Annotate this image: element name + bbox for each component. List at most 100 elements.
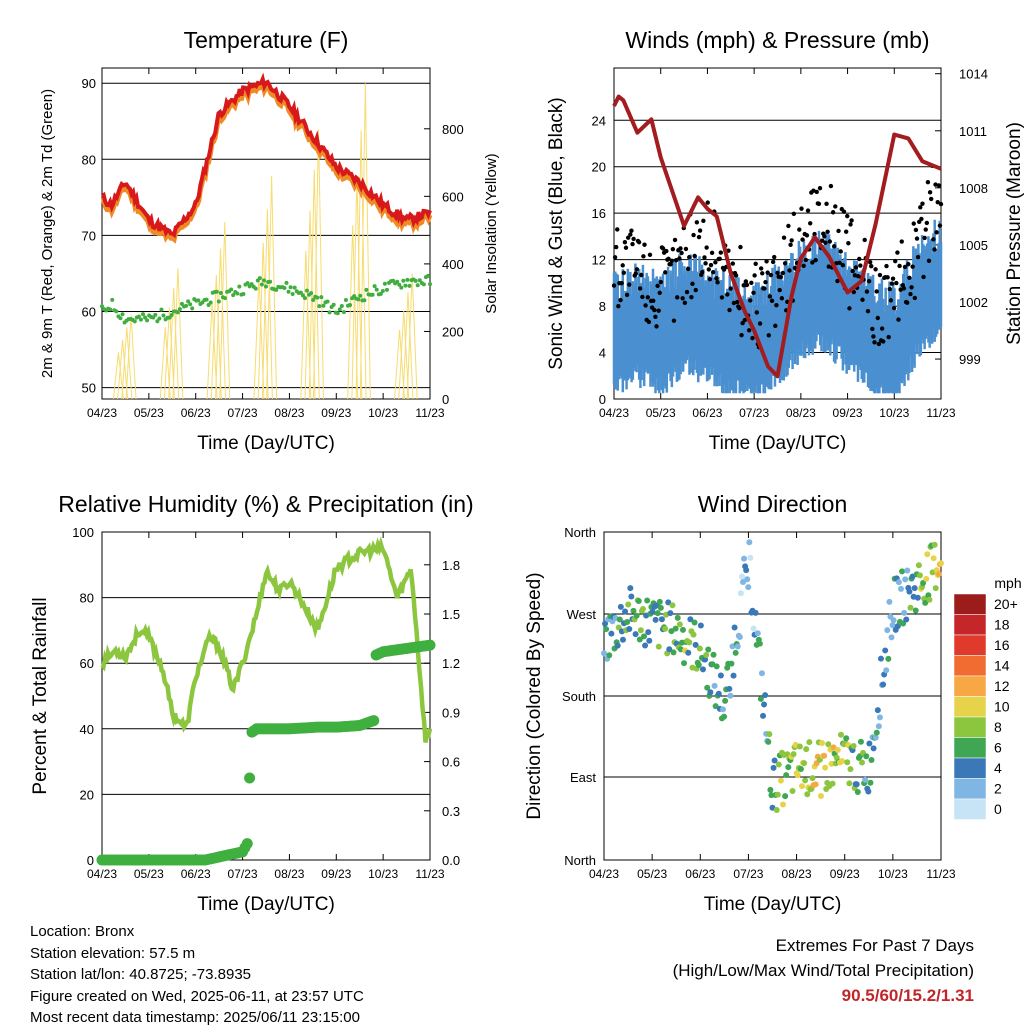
colorbar-swatch — [953, 593, 987, 615]
dir-point — [641, 633, 648, 640]
colorbar-swatch — [953, 757, 987, 779]
dir-point — [867, 779, 874, 786]
temp-ytick-label: 90 — [82, 76, 96, 91]
gust-point — [663, 270, 668, 275]
gust-point — [827, 239, 833, 244]
dewpoint-point — [186, 299, 191, 304]
temp-xtick-label: 05/23 — [134, 406, 164, 420]
gust-point — [823, 240, 828, 245]
wind-xtick-label: 05/23 — [646, 406, 676, 420]
dir-point — [794, 772, 801, 779]
dir-point — [606, 652, 613, 659]
dir-point — [914, 594, 921, 601]
gust-point — [697, 228, 703, 233]
gust-point — [804, 233, 810, 238]
gust-point — [870, 326, 875, 332]
colorbar-swatch — [953, 655, 987, 677]
rain-point — [241, 838, 253, 850]
dir-point — [711, 682, 718, 689]
dir-point — [704, 684, 711, 691]
gust-point — [618, 297, 623, 303]
dir-point — [721, 713, 728, 720]
dir-point — [821, 752, 828, 759]
gust-point — [805, 208, 811, 213]
gust-point — [647, 252, 653, 257]
temp-xtick-label: 06/23 — [181, 406, 211, 420]
wind-y2tick-label: 1011 — [959, 124, 987, 139]
dewpoint-point — [321, 303, 326, 308]
dir-point — [889, 622, 896, 629]
gust-point — [707, 277, 713, 282]
dir-point — [931, 541, 938, 548]
wind-ytick-label: 12 — [592, 253, 606, 268]
gust-point — [715, 280, 720, 285]
dewpoint-point — [302, 296, 307, 301]
gust-point — [770, 259, 776, 265]
gust-point — [666, 256, 671, 261]
dir-point — [812, 781, 819, 788]
gust-point — [884, 263, 889, 269]
dewpoint-point — [415, 283, 420, 288]
gust-point — [797, 227, 802, 232]
rh-y2tick-label: 1.5 — [442, 607, 460, 622]
dewpoint-point — [169, 313, 174, 318]
gust-point — [625, 235, 631, 240]
dir-point — [777, 777, 784, 784]
gust-point — [801, 263, 806, 268]
gust-point — [885, 275, 890, 280]
dir-point — [829, 780, 836, 787]
wind-ytick-label: 16 — [592, 206, 606, 221]
gust-point — [669, 258, 674, 264]
gust-point — [615, 227, 620, 232]
gust-point — [922, 235, 927, 241]
gust-point — [850, 268, 855, 274]
dir-point — [642, 642, 649, 649]
dewpoint-point — [286, 289, 291, 294]
dewpoint-point — [356, 297, 361, 302]
gust-point — [646, 319, 652, 325]
gust-point — [616, 304, 621, 309]
gust-point — [838, 249, 843, 254]
solar-insolation-line — [300, 250, 312, 400]
rh-xtick-label: 06/23 — [181, 867, 211, 881]
colorbar-swatch — [953, 634, 987, 656]
dir-point — [705, 646, 712, 653]
gust-point — [728, 286, 733, 291]
dir-point — [868, 756, 875, 763]
dewpoint-point — [339, 304, 344, 309]
dir-point — [760, 712, 767, 719]
solar-insolation-line — [406, 273, 418, 400]
wind-xtick-label: 04/23 — [599, 406, 629, 420]
gust-point — [935, 199, 940, 205]
gust-point — [655, 283, 660, 289]
gust-point — [682, 300, 688, 306]
dir-point — [846, 780, 853, 787]
dir-point — [695, 662, 702, 669]
dewpoint-point — [190, 306, 195, 311]
gust-point — [879, 326, 885, 331]
dewpoint-point — [317, 304, 322, 309]
dir-point — [925, 592, 932, 599]
dir-point — [734, 643, 741, 650]
dir-point — [874, 707, 881, 714]
dewpoint-point — [261, 278, 266, 283]
dir-point — [837, 731, 844, 738]
gust-point — [701, 218, 706, 224]
gust-point — [691, 232, 696, 238]
gust-point — [741, 283, 746, 288]
gust-point — [920, 201, 925, 206]
gust-point — [706, 267, 712, 272]
rh-y2tick-label: 1.2 — [442, 656, 460, 671]
dir-point — [758, 670, 765, 677]
dir-point — [728, 660, 735, 667]
dewpoint-point — [364, 287, 369, 292]
gust-point — [938, 201, 944, 207]
dir-point — [685, 649, 692, 656]
gust-point — [919, 216, 924, 222]
solar-insolation-line — [125, 314, 137, 400]
gust-point — [620, 263, 625, 268]
dir-point — [644, 597, 651, 604]
dir-point — [798, 783, 805, 790]
dir-point — [743, 567, 750, 574]
